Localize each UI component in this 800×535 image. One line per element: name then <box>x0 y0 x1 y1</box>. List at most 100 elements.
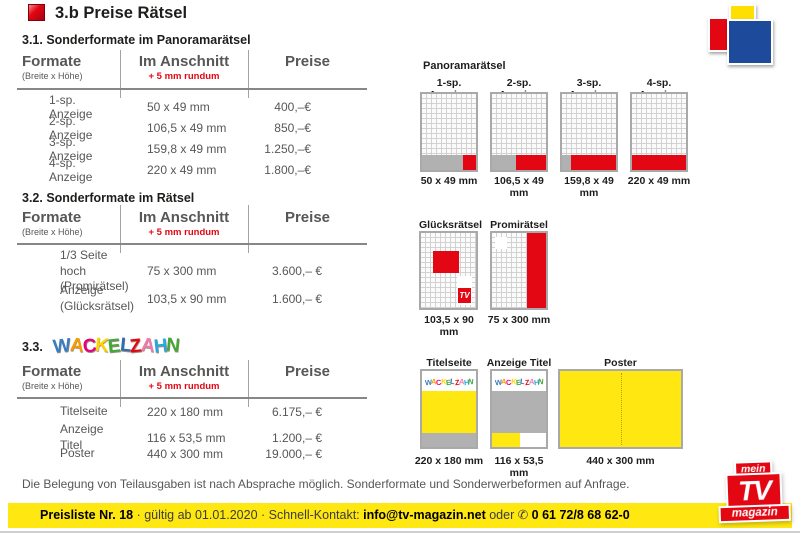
table-row: 1-sp. Anzeige 50 x 49 mm 400,–€ <box>17 93 367 121</box>
format-cell: 3-sp. Anzeige <box>49 135 93 163</box>
page-title: 3.b Preise Rätsel <box>55 4 188 22</box>
price-cell: 400,–€ <box>274 100 311 114</box>
diagram-label: Titelseite <box>426 357 472 369</box>
contact-phone: 0 61 72/8 68 62-0 <box>528 508 630 522</box>
ad-zone-red <box>527 233 546 308</box>
ad-zone-red <box>571 155 616 170</box>
price-cell: 850,–€ <box>274 121 311 135</box>
section-number: 3.3. <box>22 340 43 354</box>
col-header-formats: Formate <box>22 209 82 226</box>
format-cell: 1-sp. Anzeige <box>49 93 93 121</box>
bottom-strip <box>492 433 546 447</box>
col-header-formats: Formate <box>22 53 82 70</box>
page-bottom-rule <box>0 531 800 533</box>
header-rule <box>17 88 367 90</box>
ad-zone-yellow <box>492 433 520 447</box>
format-cell: Anzeige (Glücksrätsel) <box>60 283 135 313</box>
price-cell: 6.175,– € <box>271 404 322 419</box>
section-heading-3-1: 3.1. Sonderformate im Panoramarätsel <box>22 33 251 47</box>
contact-email: info@tv-magazin.net <box>363 508 486 522</box>
diagram-anzeige-titel: WACKELZAHN <box>490 369 548 449</box>
phone-icon: ✆ <box>517 508 529 522</box>
col-header-bleed-sub: + 5 mm rundum <box>148 71 220 83</box>
diagram-panorama-4sp <box>630 92 688 172</box>
col-header-bleed-sub: + 5 mm rundum <box>148 227 220 239</box>
col-header-bleed: Im Anschnitt <box>138 209 230 226</box>
size-caption: 440 x 300 mm <box>586 455 655 467</box>
col-header-bleed: Im Anschnitt <box>138 363 230 380</box>
format-cell: 4-sp. Anzeige <box>49 156 93 184</box>
size-cell: 159,8 x 49 mm <box>147 142 227 156</box>
column-divider <box>248 360 249 407</box>
size-caption: 220 x 49 mm <box>627 175 691 187</box>
diagram-promiraetsel <box>490 231 548 310</box>
diagram-poster <box>558 369 683 449</box>
size-caption: 159,8 x 49 mm <box>564 175 614 199</box>
white-square <box>495 237 507 249</box>
diagram-titelseite: WACKELZAHN <box>420 369 478 449</box>
puzzle-grid <box>492 94 546 155</box>
ad-zone-red <box>516 155 546 170</box>
fold-line <box>620 373 622 445</box>
gray-zone <box>492 391 546 433</box>
price-list-number: Preisliste Nr. 18 <box>40 508 134 522</box>
diagram-panorama-1sp <box>420 92 478 172</box>
size-cell: 116 x 53,5 mm <box>147 430 226 445</box>
mini-tv-logo: TV <box>458 288 471 303</box>
size-cell: 50 x 49 mm <box>147 100 210 114</box>
diagram-group-title-panorama: Panoramarätsel <box>423 60 506 72</box>
section-heading-3-3: 3.3. WACKELZAHN <box>22 334 180 358</box>
header-rule <box>17 243 367 245</box>
table-row: 1/3 Seite hoch (Promirätsel) 75 x 300 mm… <box>17 248 367 293</box>
col-header-formats-sub: (Breite x Höhe) <box>22 71 83 82</box>
price-cell: 19.000,– € <box>265 446 322 461</box>
col-header-prices: Preise <box>284 53 331 70</box>
col-header-formats: Formate <box>22 363 82 380</box>
price-cell: 1.200,– € <box>271 430 322 445</box>
column-divider <box>248 50 249 98</box>
size-cell: 440 x 300 mm <box>147 446 224 461</box>
tv-magazin-logo-magazin: magazin <box>718 503 792 524</box>
tv-magazin-logo-tv: TV <box>725 472 783 508</box>
price-cell: 3.600,– € <box>271 264 322 279</box>
size-caption: 220 x 180 mm <box>414 455 484 467</box>
table-row: Anzeige (Glücksrätsel) 103,5 x 90 mm 1.6… <box>17 282 367 316</box>
table-row: Anzeige Titel 116 x 53,5 mm 1.200,– € <box>17 422 367 452</box>
ad-zone-red <box>433 251 459 273</box>
diagram-label: Promirätsel <box>490 219 548 231</box>
table-header: Formate (Breite x Höhe) Im Anschnitt + 5… <box>17 358 367 392</box>
logo-blue-square <box>727 19 773 65</box>
table-row: 3-sp. Anzeige 159,8 x 49 mm 1.250,–€ <box>17 135 367 163</box>
puzzle-grid <box>632 94 686 155</box>
table-header: Formate (Breite x Höhe) Im Anschnitt + 5… <box>17 50 367 82</box>
wackelzahn-mini-logo: WACKELZAHN <box>422 371 476 391</box>
ad-zone-red <box>463 155 476 170</box>
price-table-raetsel: Formate (Breite x Höhe) Im Anschnitt + 5… <box>17 205 367 320</box>
table-row: Titelseite 220 x 180 mm 6.175,– € <box>17 401 367 422</box>
diagram-gluecksraetsel: TV <box>419 231 478 310</box>
size-cell: 75 x 300 mm <box>147 264 217 279</box>
column-divider <box>120 360 121 407</box>
format-cell: 2-sp. Anzeige <box>49 114 93 142</box>
price-list-bar: Preisliste Nr. 18 · gültig ab 01.01.2020… <box>8 503 792 528</box>
diagram-label: Glücksrätsel <box>419 219 483 231</box>
size-cell: 103,5 x 90 mm <box>147 292 227 306</box>
size-cell: 220 x 180 mm <box>147 404 224 419</box>
diagram-panorama-3sp <box>560 92 618 172</box>
column-divider <box>120 50 121 98</box>
diagram-label: Poster <box>604 357 637 369</box>
wackelzahn-mini-logo: WACKELZAHN <box>492 371 546 391</box>
size-caption: 116 x 53,5 mm <box>494 455 544 479</box>
gray-zone <box>632 155 686 170</box>
gray-zone <box>492 155 546 170</box>
column-divider <box>120 205 121 253</box>
col-header-prices: Preise <box>284 209 331 226</box>
table-row: Poster 440 x 300 mm 19.000,– € <box>17 443 367 464</box>
col-header-prices: Preise <box>284 363 331 380</box>
size-caption: 103,5 x 90 mm <box>424 314 474 338</box>
table-row: 2-sp. Anzeige 106,5 x 49 mm 850,–€ <box>17 114 367 142</box>
puzzle-grid <box>562 94 616 155</box>
header-rule <box>17 397 367 399</box>
diagram-label: Anzeige Titel <box>486 357 552 369</box>
